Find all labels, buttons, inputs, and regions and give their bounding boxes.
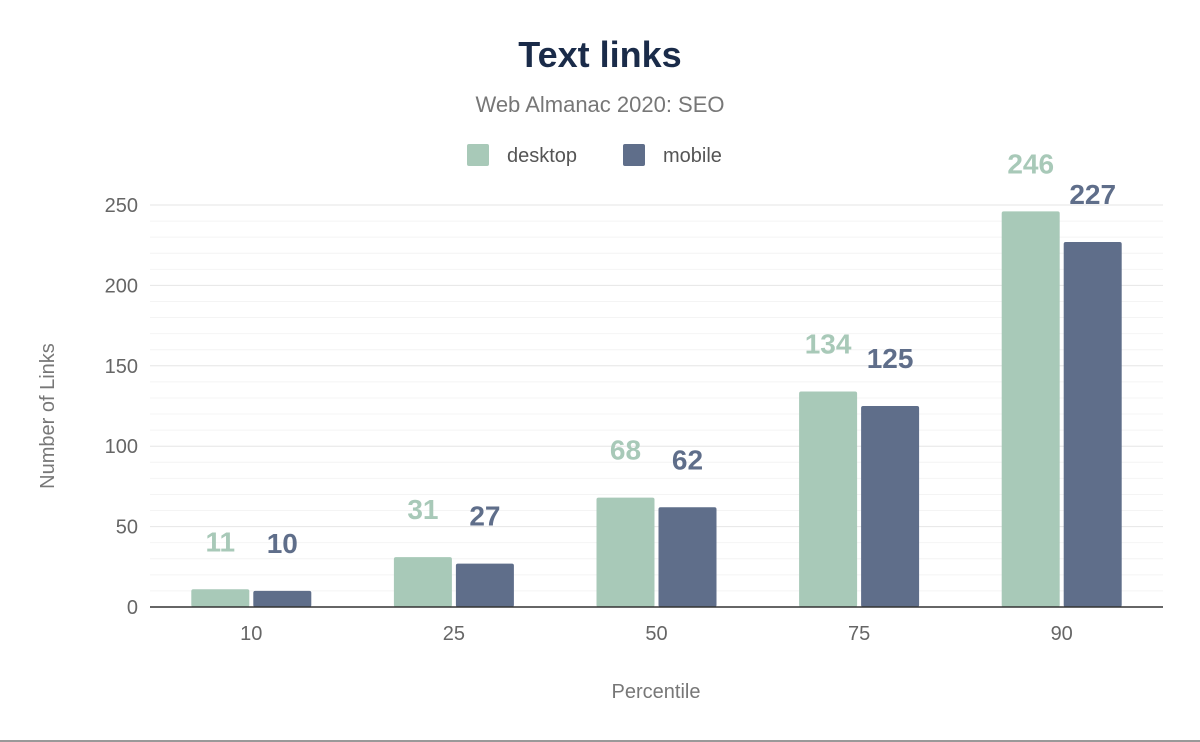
y-axis-label: Number of Links [37, 343, 59, 489]
bar-desktop [393, 557, 452, 607]
y-tick-label: 100 [105, 436, 138, 458]
grid [150, 204, 1163, 592]
bars: 11 10 31 27 68 62 134 125 246 227 [191, 148, 1122, 607]
x-axis-label: Percentile [612, 681, 701, 703]
x-tick-label: 90 [1051, 623, 1073, 645]
bar-mobile [253, 590, 312, 607]
x-tick-label: 25 [443, 623, 465, 645]
data-label-mobile: 125 [867, 343, 914, 374]
bar-mobile [1063, 241, 1122, 607]
legend: desktop mobile [467, 144, 722, 167]
x-tick-label: 10 [240, 623, 262, 645]
data-label-mobile: 27 [469, 501, 500, 532]
x-tick-label: 50 [645, 623, 667, 645]
bar-desktop [191, 589, 250, 607]
data-label-desktop: 11 [205, 526, 235, 557]
data-label-desktop: 246 [1007, 148, 1054, 179]
data-label-mobile: 227 [1069, 179, 1116, 210]
legend-swatch-desktop [467, 144, 489, 166]
data-label-mobile: 10 [267, 528, 298, 559]
y-tick-label: 0 [127, 597, 138, 619]
bar-mobile [861, 406, 920, 607]
chart-title: Text links [518, 34, 681, 75]
y-axis: 0 50 100 150 200 250 [105, 195, 138, 619]
y-tick-label: 200 [105, 275, 138, 297]
x-tick-label: 75 [848, 623, 870, 645]
y-tick-label: 150 [105, 356, 138, 378]
y-tick-label: 50 [116, 517, 138, 539]
chart-subtitle: Web Almanac 2020: SEO [475, 92, 724, 117]
data-label-desktop: 31 [407, 494, 438, 525]
x-axis: 10 25 50 75 90 [150, 606, 1163, 645]
data-label-desktop: 68 [610, 435, 641, 466]
data-label-mobile: 62 [672, 444, 703, 475]
bar-desktop [1001, 211, 1060, 607]
bar-desktop [799, 391, 858, 607]
bar-mobile [455, 563, 514, 607]
legend-swatch-mobile [623, 144, 645, 166]
data-label-desktop: 134 [805, 329, 852, 360]
y-tick-label: 250 [105, 195, 138, 217]
legend-label-desktop: desktop [507, 145, 577, 167]
bottom-border [0, 740, 1200, 742]
legend-label-mobile: mobile [663, 145, 722, 167]
bar-desktop [596, 497, 655, 607]
bar-mobile [658, 507, 717, 607]
